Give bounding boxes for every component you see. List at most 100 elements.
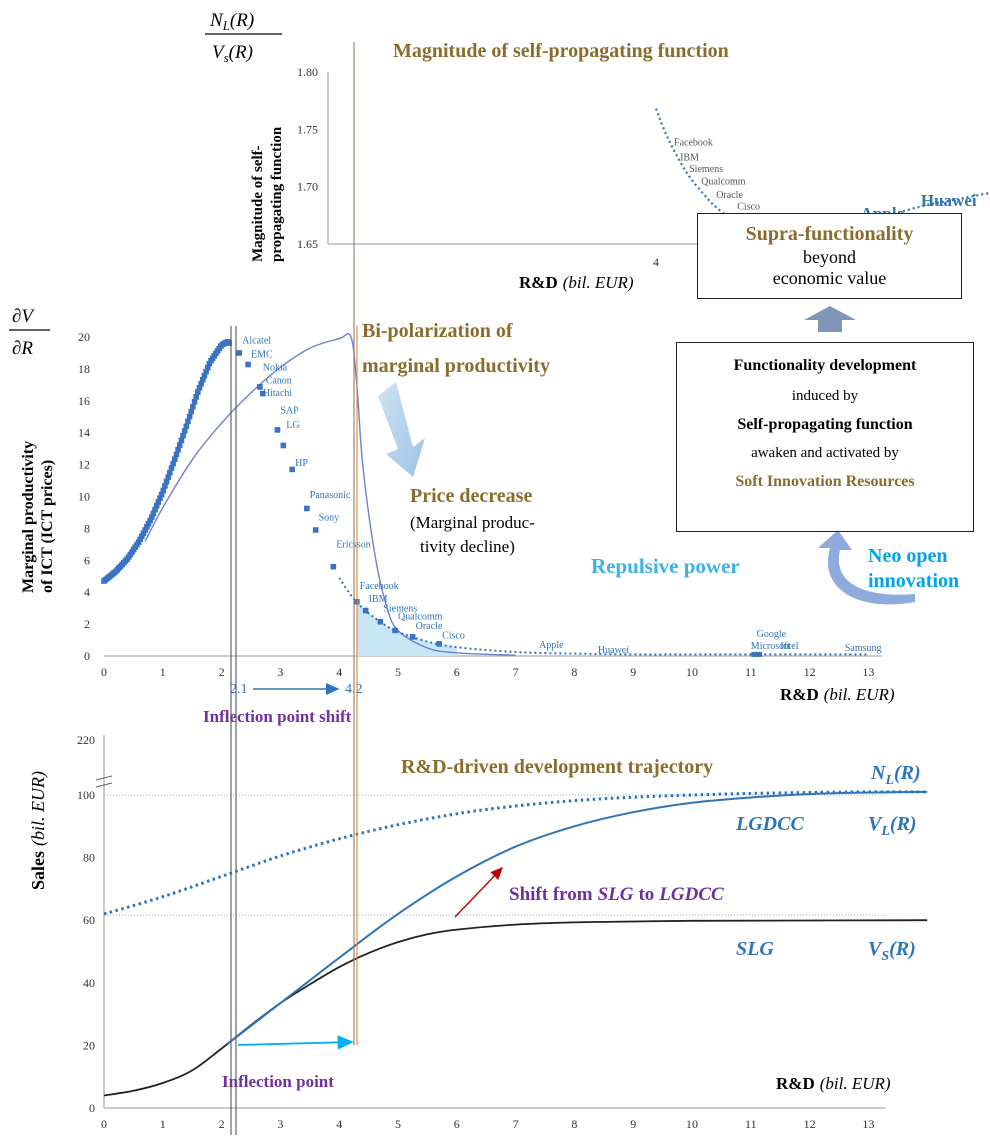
mid-x-tick: 1 <box>160 665 166 679</box>
mid-y-tick: 10 <box>78 490 90 504</box>
bot-x-tick: 13 <box>862 1117 874 1131</box>
vl-label: VL(R) <box>868 813 917 839</box>
mid-x-tick: 5 <box>395 665 401 679</box>
bot-x-tick: 8 <box>571 1117 577 1131</box>
top-ylabel-fraction: NL(R) Vs(R) <box>205 10 282 65</box>
data-point <box>362 607 369 614</box>
mid-ylabel-line2: of ICT (ICT prices) <box>39 460 56 593</box>
data-point <box>201 372 208 379</box>
data-point <box>147 517 153 524</box>
top-x-tick: 4 <box>653 255 659 269</box>
data-point <box>280 442 287 449</box>
bot-y-tick: 20 <box>83 1038 95 1052</box>
mid-x-tick: 10 <box>686 665 698 679</box>
mid-company-label: Nokia <box>263 362 288 373</box>
mid-title-line2: marginal productivity <box>362 355 550 377</box>
data-point <box>157 495 163 502</box>
func-line4: awaken and activated by <box>751 445 899 461</box>
data-point <box>168 465 175 471</box>
mid-ylabel-line1: Marginal productivity <box>20 441 37 593</box>
mid-company-label: Google <box>757 629 787 640</box>
bot-y-tick: 100 <box>77 788 95 802</box>
func-line5: Soft Innovation Resources <box>735 473 915 490</box>
repulsive-power-label: Repulsive power <box>591 554 740 578</box>
frac-num: NL(R) <box>209 10 254 33</box>
data-point <box>304 505 310 512</box>
mid-company-label: Hitachi <box>263 388 293 399</box>
bot-y-tick: 40 <box>83 976 95 990</box>
inflection-point-label: Inflection point <box>222 1072 334 1091</box>
top-company-label: IBM <box>680 152 699 163</box>
lgdcc-curve <box>226 790 928 1045</box>
mid-y-tick: 14 <box>78 426 90 440</box>
data-point <box>754 651 760 657</box>
mid-y-tick: 8 <box>84 521 90 535</box>
nl-label: NL(R) <box>870 762 921 788</box>
top-y-tick: 1.65 <box>297 237 318 251</box>
mid-company-label: Facebook <box>360 581 399 592</box>
mid-y-tick: 12 <box>78 458 90 472</box>
mid-company-label: Oracle <box>416 621 443 632</box>
mid-x-tick: 4 <box>336 665 342 679</box>
data-point <box>171 456 178 462</box>
top-company-label: Facebook <box>674 137 713 148</box>
data-point <box>226 340 232 346</box>
lgdcc-label: LGDCC <box>735 813 804 835</box>
data-point <box>153 503 160 509</box>
bot-x-tick: 2 <box>219 1117 225 1131</box>
bot-x-tick: 9 <box>630 1117 636 1131</box>
mid-company-label: Microsoft <box>751 641 791 652</box>
data-point <box>409 634 416 640</box>
bot-x-tick: 3 <box>277 1117 283 1131</box>
data-point <box>204 364 211 371</box>
supra-line2: beyond <box>803 247 856 267</box>
mid-company-label: LG <box>286 420 299 431</box>
supra-functionality-box: Supra-functionality beyond economic valu… <box>697 213 962 299</box>
top-ylabel: Magnitude of self- <box>250 145 266 262</box>
inflection-label-a: 2.1 <box>230 682 248 697</box>
top-company-label: Huawei <box>921 191 977 210</box>
supra-title: Supra-functionality <box>745 223 914 245</box>
data-point <box>139 533 145 540</box>
data-point <box>144 524 150 530</box>
bot-ylabel: Sales(bil. EUR) <box>28 771 49 890</box>
data-point <box>162 483 168 489</box>
mid-company-label: EMC <box>251 350 273 361</box>
bot-y-tick: 220 <box>77 733 95 747</box>
data-point <box>158 491 165 498</box>
data-point <box>188 408 195 415</box>
data-point <box>155 499 162 505</box>
mid-company-label: Alcatel <box>242 335 271 346</box>
frac-den: ∂R <box>12 338 33 359</box>
data-point <box>185 418 191 425</box>
data-point <box>148 514 155 521</box>
data-point <box>199 376 206 383</box>
data-point <box>145 520 152 527</box>
top-company-label: Siemens <box>689 164 723 175</box>
price-sub-line1: (Marginal produc- <box>410 513 535 532</box>
mid-x-tick: 11 <box>745 665 757 679</box>
mid-company-label: Panasonic <box>310 490 351 501</box>
data-point <box>152 506 158 513</box>
vs-label: VS(R) <box>868 938 916 964</box>
mid-company-label: Qualcomm <box>398 611 443 622</box>
mid-company-label: IBM <box>369 594 388 605</box>
price-decrease-arrow <box>378 382 425 477</box>
solid-productivity-curve <box>144 332 516 656</box>
data-point <box>140 530 147 536</box>
func-line3: Self-propagating function <box>737 416 913 433</box>
data-point <box>196 384 203 391</box>
mid-x-tick: 3 <box>277 665 283 679</box>
data-point <box>195 389 201 395</box>
top-y-tick: 1.80 <box>297 65 318 79</box>
inflection-shift-label: Inflection point shift <box>203 707 352 726</box>
bot-x-tick: 12 <box>804 1117 816 1131</box>
mid-company-label: Canon <box>266 375 292 386</box>
data-point <box>236 350 243 356</box>
mid-company-label: Sony <box>319 512 340 523</box>
functionality-box: Functionality development induced by Sel… <box>676 342 974 532</box>
slg-label: SLG <box>736 938 774 960</box>
top-y-tick: 1.70 <box>297 180 318 194</box>
data-point <box>176 442 183 448</box>
